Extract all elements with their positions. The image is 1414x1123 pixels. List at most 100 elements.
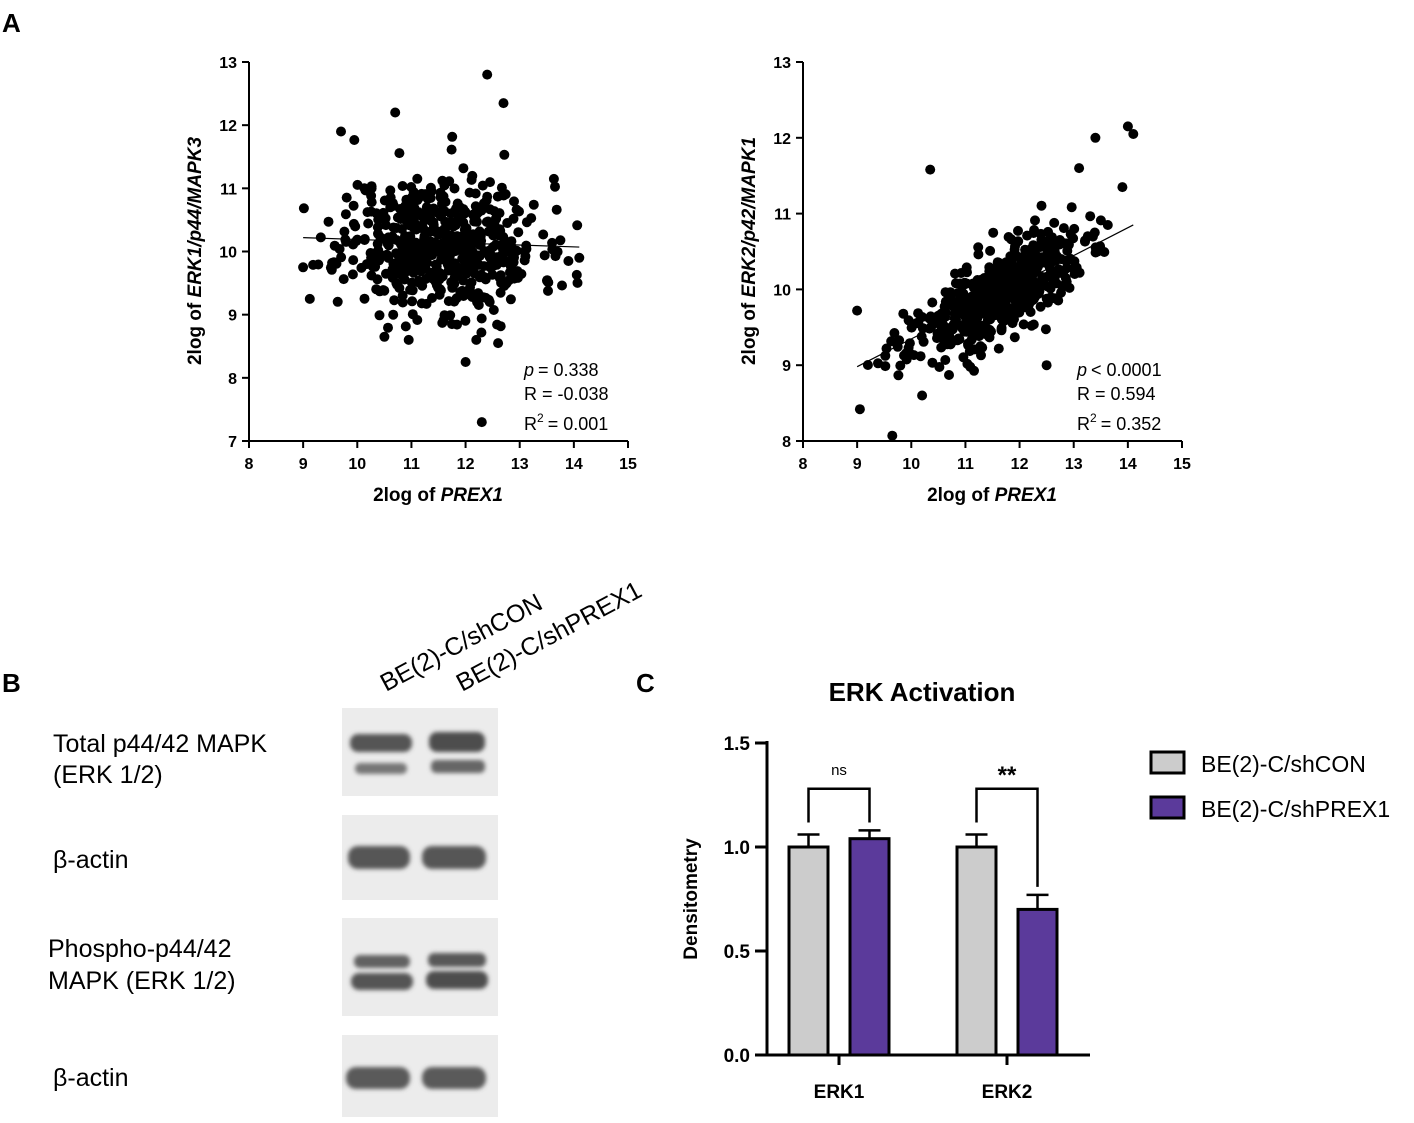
- scatter-erk2-point: [915, 351, 926, 362]
- scatter-erk2-point: [893, 370, 904, 381]
- scatter-erk1-point: [511, 245, 522, 256]
- scatter-erk2-point: [993, 343, 1004, 354]
- scatter-erk1-point: [349, 135, 360, 145]
- scatter-erk1-point: [511, 204, 522, 215]
- scatter-erk1-point: [366, 190, 377, 201]
- scatter-erk1-point: [397, 181, 408, 191]
- scatter-erk1-y-tick-label: 11: [220, 181, 237, 198]
- scatter-erk1-point: [433, 229, 444, 240]
- scatter-erk2-x-tick-label: 11: [957, 456, 974, 473]
- scatter-erk2-point: [1013, 272, 1024, 283]
- scatter-erk2-point: [1043, 226, 1053, 237]
- scatter-erk1-point: [505, 255, 516, 266]
- scatter-erk1-point: [474, 259, 484, 270]
- scatter-erk1-point: [435, 187, 446, 198]
- scatter-erk1-points: [298, 69, 585, 428]
- scatter-erk1-point: [493, 338, 504, 349]
- scatter-erk1-point: [424, 226, 435, 237]
- scatter-erk1-fit-line: [303, 237, 580, 248]
- scatter-erk2-point: [961, 262, 972, 273]
- scatter-erk1-point: [476, 417, 487, 428]
- scatter-erk1-point: [468, 210, 479, 221]
- scatter-erk1-point: [413, 207, 424, 218]
- scatter-erk1-point: [385, 185, 396, 196]
- bar-chart-x-tick-label: ERK1: [814, 1082, 865, 1103]
- scatter-erk2-y-tick-label: 12: [773, 131, 791, 148]
- scatter-erk1-point: [363, 218, 374, 229]
- scatter-erk1-point: [482, 191, 493, 202]
- scatter-erk2-point: [1074, 163, 1085, 174]
- scatter-erk2-point: [854, 404, 865, 415]
- scatter-erk1-point: [572, 220, 583, 231]
- scatter-erk1-point: [362, 207, 373, 218]
- scatter-erk1-point: [447, 220, 458, 231]
- scatter-erk2-point: [940, 355, 951, 365]
- scatter-erk2-y-tick-label: 13: [773, 55, 791, 72]
- scatter-erk1-point: [338, 274, 349, 285]
- scatter-erk2-point: [894, 335, 905, 346]
- scatter-erk2-point: [1051, 254, 1062, 265]
- scatter-erk2-point: [1018, 319, 1029, 330]
- scatter-erk2-point: [945, 287, 956, 298]
- scatter-erk2-point: [1058, 268, 1069, 279]
- blot2-image: [342, 815, 498, 900]
- scatter-erk2-point: [1043, 295, 1054, 306]
- scatter-erk1-point: [449, 206, 460, 217]
- scatter-erk1-point: [418, 254, 429, 265]
- scatter-erk2-point: [1064, 282, 1075, 293]
- bar-erk1-series-0: [787, 845, 830, 1057]
- scatter-erk1-point: [500, 238, 511, 249]
- scatter-erk1-point: [403, 219, 414, 230]
- scatter-erk2-point: [1011, 306, 1022, 317]
- significance-bracket: [807, 787, 871, 823]
- scatter-erk2-point: [1102, 220, 1113, 230]
- scatter-erk1-point: [502, 218, 513, 228]
- scatter-erk1-point: [350, 221, 361, 232]
- scatter-erk1-point: [555, 235, 566, 246]
- scatter-erk1-point: [574, 252, 585, 263]
- scatter-erk1-x-tick-label: 12: [457, 456, 475, 473]
- scatter-erk1-point: [397, 290, 408, 301]
- bar-chart-y-tick-label: 1.0: [724, 838, 750, 859]
- scatter-erk1-x-tick-label: 14: [565, 456, 583, 473]
- scatter-erk1-point: [513, 227, 524, 238]
- scatter-erk2-point: [946, 299, 957, 310]
- scatter-erk2-point: [957, 323, 968, 334]
- scatter-erk2-x-tick-label: 14: [1119, 456, 1137, 473]
- legend-swatch-shprex1: [1149, 795, 1186, 820]
- blot1-image: [342, 708, 498, 796]
- scatter-erk2-y-ticks: 8 9 10 11 12 13: [773, 55, 803, 451]
- scatter-erk2-x-tick-label: 15: [1173, 456, 1191, 473]
- scatter-erk2-point: [1066, 202, 1077, 213]
- scatter-erk1-point: [437, 208, 448, 219]
- scatter-erk1-point: [383, 240, 394, 251]
- scatter-erk1-point: [385, 202, 396, 213]
- scatter-erk1-point: [460, 315, 471, 326]
- scatter-erk2-point: [971, 297, 982, 308]
- scatter-erk1-point: [389, 295, 400, 306]
- scatter-erk1-point: [457, 285, 468, 296]
- scatter-erk1-point: [509, 273, 520, 284]
- scatter-erk1-point: [401, 208, 412, 219]
- scatter-erk1-point: [439, 310, 450, 321]
- scatter-erk1-y-label: 2log of ERK1/p44/MAPK3: [185, 137, 206, 365]
- scatter-erk1-point: [466, 277, 477, 288]
- scatter-erk2-point: [925, 164, 936, 175]
- scatter-erk1-point: [392, 212, 403, 223]
- scatter-erk1-point: [498, 190, 509, 201]
- scatter-erk2-point: [1117, 182, 1128, 193]
- scatter-erk1-point: [458, 204, 469, 215]
- scatter-erk1-point: [431, 277, 442, 288]
- scatter-erk2-y-label: 2log of ERK2/p42/MAPK1: [739, 137, 760, 365]
- scatter-erk1-y-ticks: 7 8 9 10 11 12 13: [219, 55, 249, 451]
- scatter-erk2-point: [992, 257, 1003, 268]
- legend-label-shcon: BE(2)-C/shCON: [1201, 751, 1366, 777]
- scatter-erk2-point: [889, 328, 900, 338]
- scatter-erk1-point: [379, 331, 390, 342]
- scatter-erk1-point: [407, 285, 418, 296]
- scatter-erk2-point: [1030, 215, 1040, 226]
- scatter-erk2-r-value: R = 0.594: [1077, 384, 1156, 404]
- scatter-erk1-point: [551, 204, 562, 215]
- scatter-erk1-point: [340, 209, 351, 220]
- scatter-erk1-point: [485, 204, 495, 215]
